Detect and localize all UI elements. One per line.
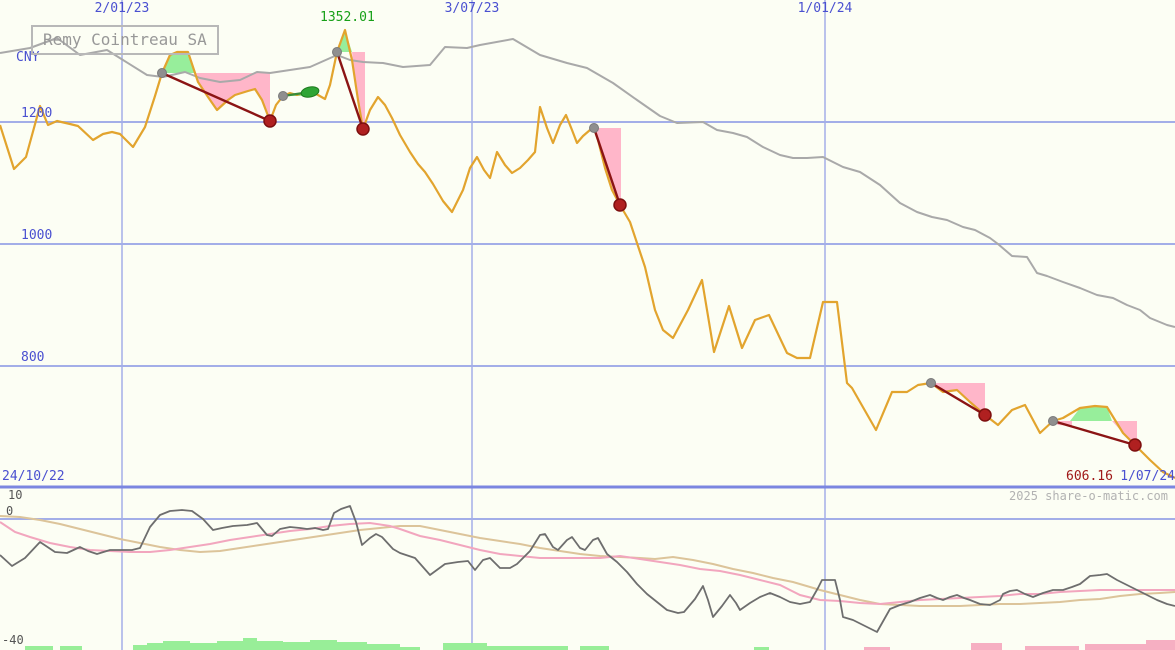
indicator-signal-tan xyxy=(0,515,1175,607)
trend-segment-down xyxy=(1052,419,1136,447)
volume-bar xyxy=(443,643,487,650)
indicator-signal-pink xyxy=(0,521,1175,606)
volume-bar xyxy=(1085,644,1146,650)
trend-end-marker-down xyxy=(978,408,992,422)
trend-fill-gain xyxy=(162,52,196,73)
volume-bar xyxy=(283,642,310,650)
trend-fill-loss xyxy=(196,73,270,121)
volume-bar xyxy=(257,641,283,650)
volume-bar xyxy=(1025,646,1079,650)
trend-fill-loss xyxy=(352,52,365,129)
indicator-oscillator xyxy=(0,505,1175,633)
trend-end-marker-down xyxy=(263,114,277,128)
volume-bar xyxy=(1146,640,1175,650)
trend-end-marker-down xyxy=(1128,438,1142,452)
trend-start-marker xyxy=(332,47,342,57)
volume-bar xyxy=(25,646,53,650)
trend-start-marker xyxy=(589,123,599,133)
volume-bar xyxy=(580,646,609,650)
volume-bar xyxy=(147,643,163,650)
trend-start-marker xyxy=(157,68,167,78)
trend-end-marker-down xyxy=(356,122,370,136)
volume-bar xyxy=(190,643,217,650)
trend-start-marker xyxy=(278,91,288,101)
volume-bar xyxy=(310,640,337,650)
trend-end-marker-down xyxy=(613,198,627,212)
volume-bar xyxy=(133,645,147,650)
trend-segment-down xyxy=(930,381,986,417)
trend-segment-down xyxy=(335,51,365,130)
volume-bar xyxy=(243,638,257,650)
benchmark-line xyxy=(0,37,1175,328)
trend-end-marker-up xyxy=(300,86,320,98)
trend-segment-down xyxy=(161,71,271,123)
volume-bar xyxy=(400,647,420,650)
trend-segment-down xyxy=(592,127,622,206)
volume-bar xyxy=(864,647,890,650)
volume-bar xyxy=(367,644,400,650)
volume-bar xyxy=(487,646,568,650)
trend-fill-gain xyxy=(1070,406,1112,421)
price-line xyxy=(0,28,1175,479)
volume-bar xyxy=(971,643,1002,650)
trend-start-marker xyxy=(926,378,936,388)
trend-start-marker xyxy=(1048,416,1058,426)
volume-bar xyxy=(163,641,190,650)
volume-bar xyxy=(60,646,82,650)
volume-bar xyxy=(337,642,367,650)
volume-bar xyxy=(754,647,769,650)
volume-bar xyxy=(217,641,243,650)
